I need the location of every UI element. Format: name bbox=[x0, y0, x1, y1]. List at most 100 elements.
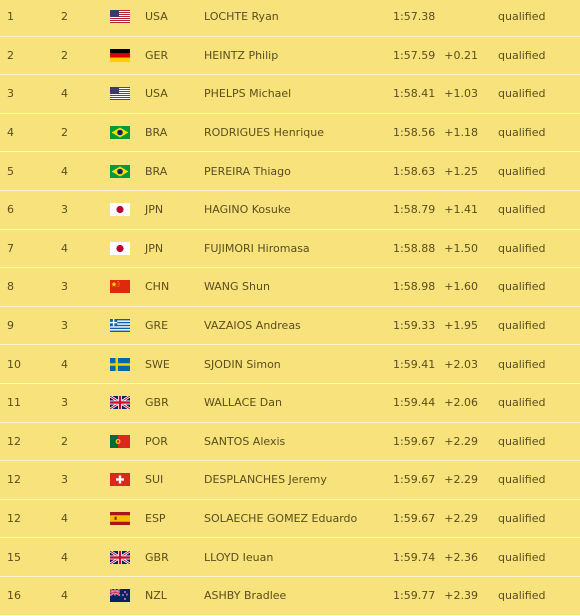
athlete-name-cell: PHELPS Michael bbox=[204, 87, 292, 101]
qualification-status-cell: qualified bbox=[498, 164, 546, 178]
time-cell: 1:58.63 bbox=[393, 164, 436, 178]
athlete-name-cell: RODRIGUES Henrique bbox=[204, 126, 324, 140]
uk-flag-icon bbox=[110, 384, 130, 422]
heat-cell: 4 bbox=[61, 589, 68, 603]
portugal-flag-icon bbox=[110, 423, 130, 461]
rank-cell: 4 bbox=[7, 126, 14, 140]
time-behind-cell: +2.03 bbox=[444, 357, 478, 371]
country-code-cell: POR bbox=[145, 434, 168, 448]
athlete-name-cell: VAZAIOS Andreas bbox=[204, 319, 301, 333]
country-code-cell: SWE bbox=[145, 357, 170, 371]
time-behind-cell: +2.29 bbox=[444, 512, 478, 526]
time-cell: 1:58.88 bbox=[393, 241, 436, 255]
time-cell: 1:59.44 bbox=[393, 396, 436, 410]
qualification-status-cell: qualified bbox=[498, 87, 546, 101]
qualification-status-cell: qualified bbox=[498, 280, 546, 294]
rank-cell: 7 bbox=[7, 241, 14, 255]
country-code-cell: SUI bbox=[145, 473, 164, 487]
table-row: 3 4 USA PHELPS Michael 1:58.41 +1.03 qualified bbox=[0, 75, 580, 114]
heat-cell: 4 bbox=[61, 550, 68, 564]
qualification-status-cell: qualified bbox=[498, 319, 546, 333]
country-code-cell: CHN bbox=[145, 280, 170, 294]
table-row: 16 4 NZL ASHBY Bradlee 1:59.77 +2.39 qualified bbox=[0, 577, 580, 616]
qualification-status-cell: qualified bbox=[498, 241, 546, 255]
athlete-name-cell: ASHBY Bradlee bbox=[204, 589, 287, 603]
heat-cell: 2 bbox=[61, 48, 68, 62]
time-cell: 1:59.33 bbox=[393, 319, 436, 333]
rank-cell: 11 bbox=[7, 396, 21, 410]
country-code-cell: BRA bbox=[145, 164, 168, 178]
time-behind-cell: +1.50 bbox=[444, 241, 478, 255]
qualification-status-cell: qualified bbox=[498, 10, 546, 24]
athlete-name-cell: SOLAECHE GOMEZ Eduardo bbox=[204, 512, 358, 526]
time-behind-cell: +0.21 bbox=[444, 48, 478, 62]
country-code-cell: BRA bbox=[145, 126, 168, 140]
qualification-status-cell: qualified bbox=[498, 434, 546, 448]
rank-cell: 12 bbox=[7, 434, 21, 448]
time-behind-cell: +2.39 bbox=[444, 589, 478, 603]
qualification-status-cell: qualified bbox=[498, 48, 546, 62]
heat-cell: 4 bbox=[61, 357, 68, 371]
heat-cell: 3 bbox=[61, 280, 68, 294]
brazil-flag-icon bbox=[110, 114, 130, 152]
table-row: 9 3 GRE VAZAIOS Andreas 1:59.33 +1.95 qualifie… bbox=[0, 307, 580, 346]
qualification-status-cell: qualified bbox=[498, 126, 546, 140]
country-code-cell: USA bbox=[145, 10, 168, 24]
country-code-cell: NZL bbox=[145, 589, 167, 603]
rank-cell: 6 bbox=[7, 203, 14, 217]
time-cell: 1:59.74 bbox=[393, 550, 436, 564]
brazil-flag-icon bbox=[110, 152, 130, 190]
heat-cell: 3 bbox=[61, 396, 68, 410]
rank-cell: 5 bbox=[7, 164, 14, 178]
heat-cell: 4 bbox=[61, 241, 68, 255]
time-behind-cell: +2.06 bbox=[444, 396, 478, 410]
heat-cell: 4 bbox=[61, 512, 68, 526]
time-cell: 1:59.67 bbox=[393, 473, 436, 487]
qualification-status-cell: qualified bbox=[498, 473, 546, 487]
time-behind-cell: +1.18 bbox=[444, 126, 478, 140]
rank-cell: 15 bbox=[7, 550, 21, 564]
country-code-cell: JPN bbox=[145, 241, 164, 255]
qualification-status-cell: qualified bbox=[498, 512, 546, 526]
athlete-name-cell: SANTOS Alexis bbox=[204, 434, 286, 448]
time-behind-cell: +2.36 bbox=[444, 550, 478, 564]
table-row: 12 4 ESP SOLAECHE GOMEZ Eduardo 1:59.67 +2.29… bbox=[0, 500, 580, 539]
country-code-cell: GRE bbox=[145, 319, 169, 333]
qualification-status-cell: qualified bbox=[498, 357, 546, 371]
heat-cell: 3 bbox=[61, 473, 68, 487]
rank-cell: 9 bbox=[7, 319, 14, 333]
rank-cell: 12 bbox=[7, 512, 21, 526]
heat-cell: 4 bbox=[61, 164, 68, 178]
table-row: 12 2 POR SANTOS Alexis 1:59.67 +2.29 qualified bbox=[0, 423, 580, 462]
heat-cell: 2 bbox=[61, 10, 68, 24]
japan-flag-icon bbox=[110, 191, 130, 229]
table-row: 12 3 SUI DESPLANCHES Jeremy 1:59.67 +2.29 qual… bbox=[0, 461, 580, 500]
heat-cell: 2 bbox=[61, 126, 68, 140]
qualification-status-cell: qualified bbox=[498, 203, 546, 217]
time-cell: 1:58.56 bbox=[393, 126, 436, 140]
time-cell: 1:58.79 bbox=[393, 203, 436, 217]
greece-flag-icon bbox=[110, 307, 130, 345]
athlete-name-cell: LLOYD Ieuan bbox=[204, 550, 274, 564]
qualification-status-cell: qualified bbox=[498, 589, 546, 603]
time-cell: 1:59.67 bbox=[393, 434, 436, 448]
country-code-cell: GER bbox=[145, 48, 169, 62]
table-row: 6 3 JPN HAGINO Kosuke 1:58.79 +1.41 qualified bbox=[0, 191, 580, 230]
athlete-name-cell: PEREIRA Thiago bbox=[204, 164, 291, 178]
table-row: 10 4 SWE SJODIN Simon 1:59.41 +2.03 qualified bbox=[0, 345, 580, 384]
time-behind-cell: +1.03 bbox=[444, 87, 478, 101]
table-row: 7 4 JPN FUJIMORI Hiromasa 1:58.88 +1.50 qualif… bbox=[0, 230, 580, 269]
japan-flag-icon bbox=[110, 230, 130, 268]
rank-cell: 12 bbox=[7, 473, 21, 487]
time-behind-cell: +1.41 bbox=[444, 203, 478, 217]
athlete-name-cell: SJODIN Simon bbox=[204, 357, 281, 371]
rank-cell: 1 bbox=[7, 10, 14, 24]
table-row: 2 2 GER HEINTZ Philip 1:57.59 +0.21 qualified bbox=[0, 37, 580, 76]
heat-cell: 3 bbox=[61, 319, 68, 333]
athlete-name-cell: FUJIMORI Hiromasa bbox=[204, 241, 310, 255]
rank-cell: 3 bbox=[7, 87, 14, 101]
country-code-cell: JPN bbox=[145, 203, 164, 217]
time-cell: 1:59.77 bbox=[393, 589, 436, 603]
qualification-status-cell: qualified bbox=[498, 396, 546, 410]
